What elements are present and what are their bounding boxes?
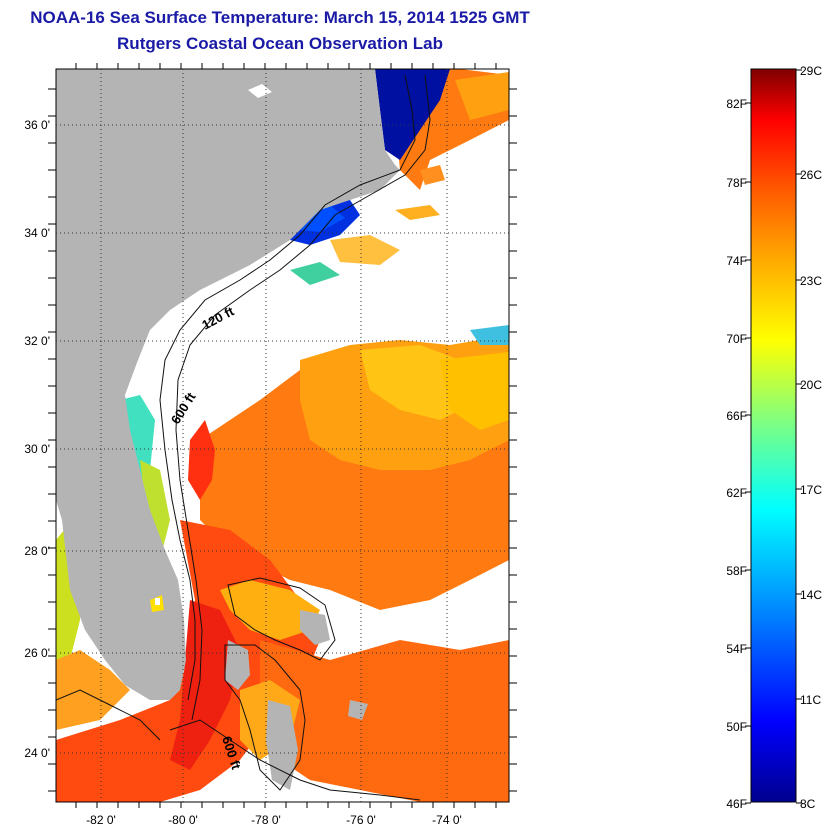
- lon-tick-label: -82 0': [86, 813, 116, 827]
- colorbar-f-label: 78F: [726, 176, 747, 190]
- map-title: NOAA-16 Sea Surface Temperature: March 1…: [30, 8, 530, 27]
- colorbar-f-label: 66F: [726, 409, 747, 423]
- inland-water: [150, 84, 272, 612]
- map-subtitle: Rutgers Coastal Ocean Observation Lab: [117, 34, 443, 53]
- lat-tick-label: 28 0': [24, 544, 50, 558]
- colorbar-fahrenheit-labels: 82F 78F 74F 70F 66F 62F 58F 54F 50F 46F: [726, 97, 751, 811]
- colorbar-c-label: 23C: [800, 274, 822, 288]
- colorbar-c-label: 20C: [800, 378, 822, 392]
- colorbar-c-label: 11C: [800, 693, 821, 707]
- lat-tick-label: 34 0': [24, 226, 50, 240]
- lon-tick-label: -76 0': [346, 813, 376, 827]
- lat-tick-label: 36 0': [24, 118, 50, 132]
- colorbar-c-label: 8C: [800, 797, 816, 811]
- colorbar-c-label: 14C: [800, 588, 822, 602]
- map-border: [55, 68, 510, 803]
- lat-tick-label: 30 0': [24, 442, 50, 456]
- bathymetry-contours: [56, 74, 431, 801]
- colorbar-c-label: 26C: [800, 168, 822, 182]
- colorbar-f-label: 46F: [726, 797, 747, 811]
- colorbar-f-label: 70F: [726, 332, 747, 346]
- latitude-axis: 36 0' 34 0' 32 0' 30 0' 28 0' 26 0' 24 0': [24, 118, 50, 760]
- colorbar-f-label: 62F: [726, 486, 747, 500]
- colorbar-f-label: 74F: [726, 254, 747, 268]
- colorbar-f-label: 54F: [726, 642, 747, 656]
- colorbar-c-label: 17C: [800, 483, 822, 497]
- lat-tick-label: 32 0': [24, 334, 50, 348]
- colorbar-f-label: 82F: [726, 97, 747, 111]
- colorbar-gradient: [750, 68, 797, 803]
- lat-tick-label: 26 0': [24, 646, 50, 660]
- lon-tick-label: -78 0': [251, 813, 281, 827]
- lon-tick-label: -80 0': [168, 813, 198, 827]
- colorbar-f-label: 58F: [726, 564, 747, 578]
- colorbar-f-label: 50F: [726, 720, 747, 734]
- lat-tick-label: 24 0': [24, 746, 50, 760]
- axis-ticks: [48, 63, 517, 808]
- colorbar-c-label: 29C: [800, 64, 822, 78]
- lon-tick-label: -74 0': [432, 813, 462, 827]
- colorbar-celsius-labels: 29C 26C 23C 20C 17C 14C 11C 8C: [796, 64, 822, 811]
- color-scale-bar: 82F 78F 74F 70F 66F 62F 58F 54F 50F 46F 29C 26C 23C…: [726, 64, 822, 811]
- longitude-axis: -82 0' -80 0' -78 0' -76 0' -74 0': [86, 813, 462, 827]
